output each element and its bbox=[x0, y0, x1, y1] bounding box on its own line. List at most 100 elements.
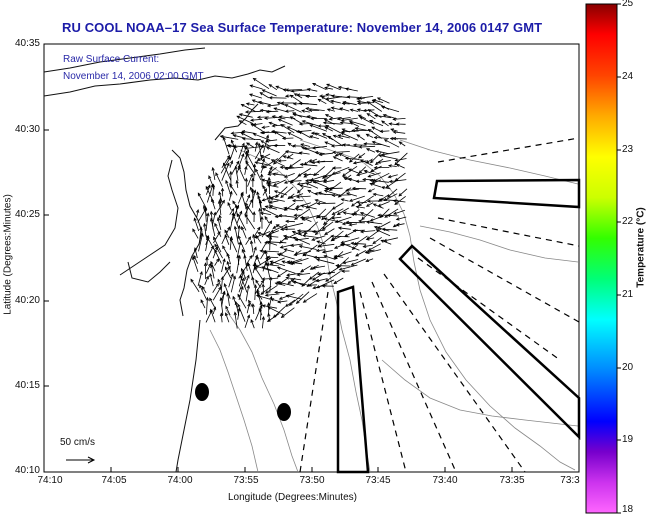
current-vector-head bbox=[224, 229, 228, 234]
current-vector-head bbox=[219, 135, 224, 139]
current-vector-head bbox=[337, 85, 342, 90]
current-vector bbox=[246, 103, 255, 106]
current-vector-head bbox=[292, 280, 297, 285]
current-vector-head bbox=[355, 179, 360, 183]
plot-frame bbox=[43, 43, 580, 473]
current-vector-head bbox=[247, 314, 251, 319]
current-vector bbox=[299, 123, 311, 125]
current-vector bbox=[268, 313, 271, 322]
current-vector-head bbox=[249, 118, 254, 122]
current-vector-head bbox=[226, 162, 230, 167]
current-vector-head bbox=[289, 116, 294, 120]
current-vector bbox=[351, 201, 358, 207]
current-vector-head bbox=[246, 284, 250, 289]
current-vector-head bbox=[359, 212, 364, 216]
colorbar-label: Temperature (°C) bbox=[635, 207, 647, 288]
current-vector-head bbox=[323, 189, 328, 193]
current-vector-head bbox=[313, 132, 318, 136]
current-vector bbox=[353, 160, 367, 164]
current-vector bbox=[324, 218, 343, 223]
traffic-separation bbox=[299, 137, 580, 473]
current-vector-head bbox=[257, 231, 261, 236]
current-vector-head bbox=[260, 173, 264, 178]
current-vector bbox=[399, 141, 406, 147]
current-vector-head bbox=[316, 215, 321, 219]
current-vectors bbox=[190, 77, 408, 329]
current-vector-head bbox=[380, 239, 385, 243]
current-vector-head bbox=[244, 165, 248, 170]
current-vector-head bbox=[256, 288, 260, 293]
current-vector-head bbox=[265, 263, 270, 267]
current-vector-head bbox=[327, 135, 332, 139]
current-vector-head bbox=[256, 115, 261, 119]
current-vector-head bbox=[268, 121, 273, 125]
current-vector-head bbox=[356, 134, 361, 138]
current-vector-head bbox=[210, 264, 214, 269]
current-vector bbox=[268, 84, 278, 91]
current-vector-head bbox=[237, 303, 241, 308]
current-vector bbox=[327, 135, 343, 147]
current-vector-head bbox=[292, 236, 297, 240]
current-vector-head bbox=[295, 129, 300, 134]
current-vector bbox=[270, 197, 285, 202]
current-vector-head bbox=[247, 262, 251, 267]
current-vector bbox=[333, 277, 344, 284]
current-vector-head bbox=[248, 299, 252, 304]
current-vector bbox=[229, 160, 233, 168]
current-vector bbox=[213, 231, 221, 244]
current-vector-head bbox=[322, 133, 326, 137]
current-vector-head bbox=[244, 202, 249, 207]
current-vector-head bbox=[227, 201, 231, 206]
current-vector-head bbox=[259, 301, 263, 305]
current-vector bbox=[395, 158, 407, 161]
current-vector-head bbox=[240, 103, 245, 108]
current-vector-head bbox=[269, 260, 274, 264]
current-vector-head bbox=[317, 124, 322, 128]
current-vector bbox=[381, 186, 391, 190]
current-vector-head bbox=[316, 240, 321, 244]
current-vector-head bbox=[308, 159, 313, 163]
current-vector-head bbox=[392, 130, 397, 134]
current-vector bbox=[246, 194, 250, 203]
current-vector bbox=[322, 221, 334, 230]
current-vector-head bbox=[318, 152, 323, 157]
current-vector-head bbox=[361, 216, 365, 221]
current-vector-head bbox=[261, 266, 266, 270]
current-vector-head bbox=[279, 245, 284, 249]
current-vector bbox=[198, 227, 202, 245]
current-vector bbox=[237, 308, 240, 320]
current-vector-head bbox=[330, 144, 335, 148]
current-vector-head bbox=[327, 271, 332, 275]
current-vector-head bbox=[358, 145, 363, 149]
current-vector bbox=[287, 142, 295, 148]
current-vector-head bbox=[375, 149, 379, 154]
current-vector-head bbox=[232, 134, 237, 138]
current-vector bbox=[299, 245, 317, 250]
current-vector bbox=[212, 283, 219, 293]
current-vector bbox=[260, 250, 280, 253]
current-vector bbox=[332, 151, 350, 153]
current-vector-head bbox=[277, 159, 282, 163]
current-vector-head bbox=[298, 101, 303, 106]
current-vector bbox=[316, 160, 334, 163]
current-vector-head bbox=[254, 161, 259, 165]
current-vector-head bbox=[387, 164, 392, 168]
current-vector-head bbox=[306, 283, 311, 287]
current-vector bbox=[280, 124, 295, 134]
current-vector bbox=[284, 248, 295, 253]
current-vector bbox=[377, 221, 391, 229]
current-vector-head bbox=[261, 208, 266, 212]
colorbar-tick-label: 24 bbox=[622, 71, 634, 82]
current-vector bbox=[300, 265, 312, 272]
current-vector bbox=[348, 168, 360, 174]
current-vector-head bbox=[350, 203, 355, 207]
current-vector bbox=[244, 275, 250, 288]
current-vector-head bbox=[284, 150, 289, 154]
current-vector bbox=[293, 113, 311, 119]
current-vector bbox=[381, 240, 392, 245]
current-vector bbox=[244, 314, 250, 329]
current-vector-head bbox=[314, 199, 319, 203]
current-vector-head bbox=[292, 144, 296, 148]
current-vector-head bbox=[249, 84, 254, 88]
current-vector-head bbox=[279, 227, 284, 231]
